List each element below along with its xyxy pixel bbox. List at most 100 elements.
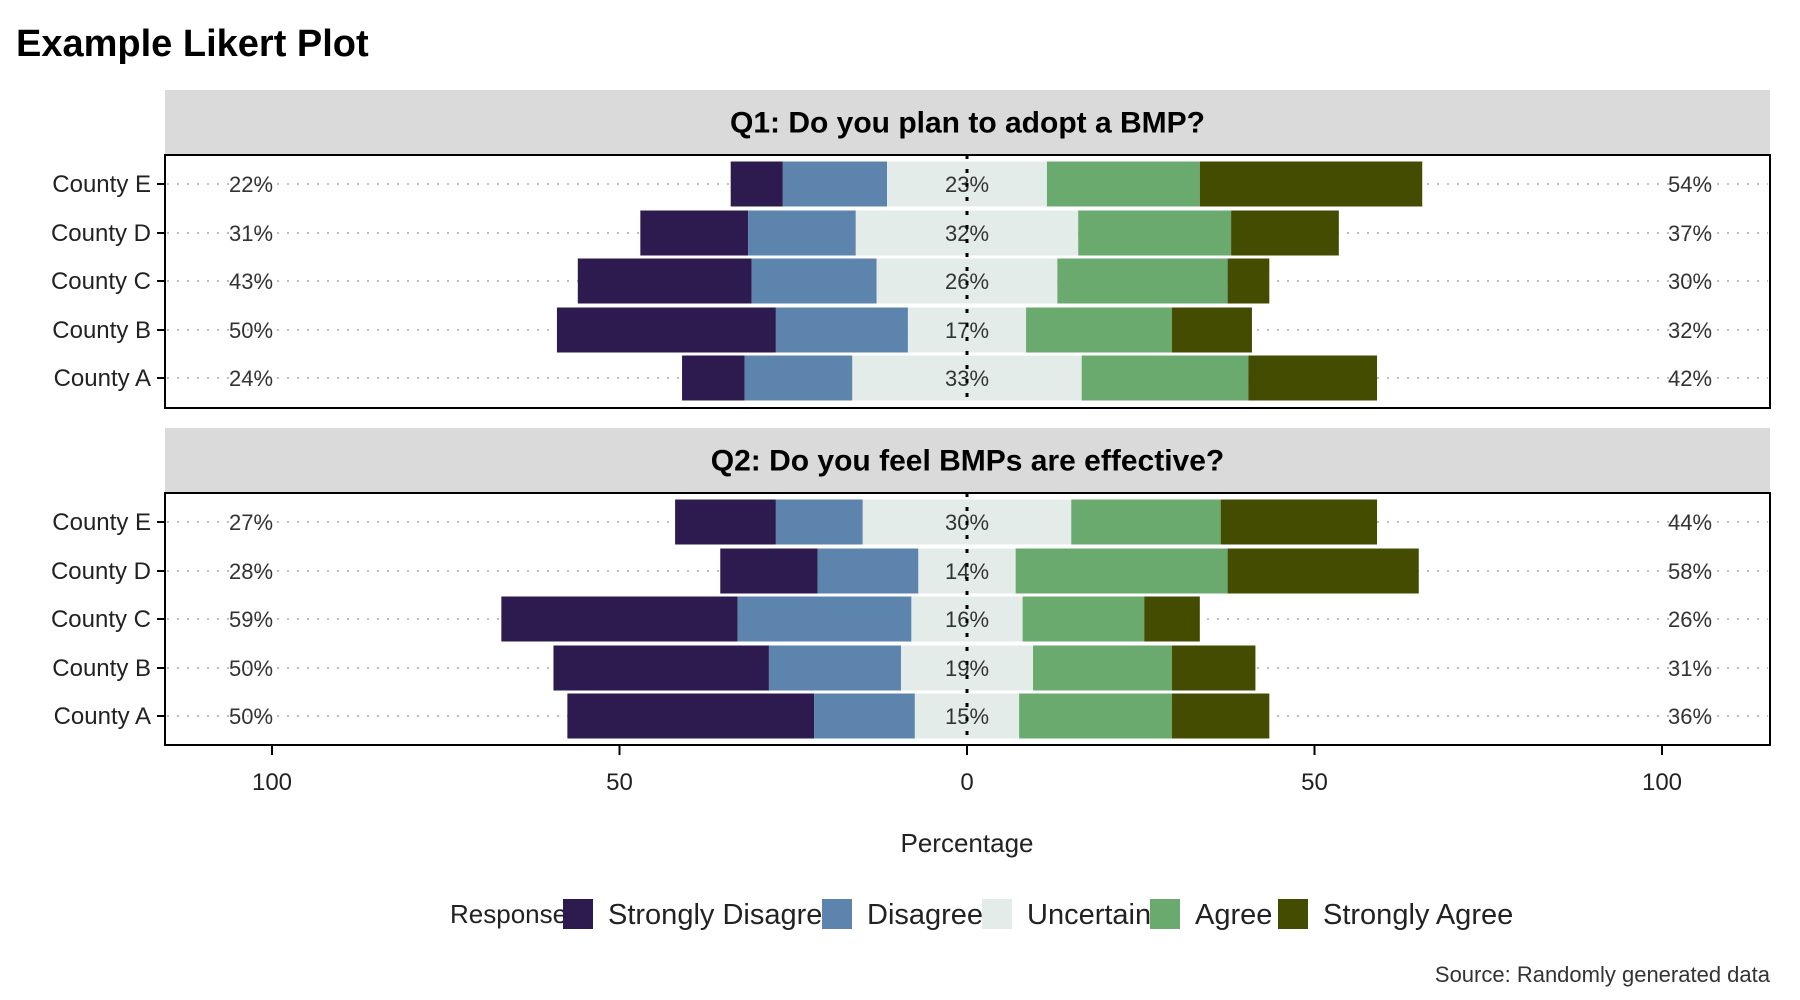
low-percent-label: 59% (229, 607, 273, 632)
likert-row: 28% 14% 58%County D (51, 548, 1768, 594)
bar-uncertain (900, 645, 1034, 691)
bar-strongly-agree (1172, 645, 1256, 691)
panels: Q1: Do you plan to adopt a BMP? 22% 23% 54%… (51, 90, 1771, 746)
chart-caption: Source: Randomly generated data (1435, 962, 1771, 987)
legend-label: Uncertain (1027, 899, 1151, 931)
likert-row: 50% 19% 31%County B (52, 645, 1768, 691)
x-tick-label: 100 (1642, 769, 1682, 796)
legend-swatch (1150, 899, 1180, 929)
legend-label: Agree (1195, 899, 1272, 931)
bar-agree (1057, 258, 1228, 304)
likert-row: 50% 15% 36% County A (54, 693, 1768, 739)
low-percent-label: 50% (229, 704, 273, 729)
low-percent-label: 28% (229, 559, 273, 584)
likert-row: 22% 23% 54%County E (52, 161, 1768, 207)
bar-agree (1022, 596, 1145, 642)
bar-disagree (737, 596, 912, 642)
category-label: County E (52, 509, 151, 536)
high-percent-label: 31% (1668, 656, 1712, 681)
bar-strongly-disagree (675, 499, 776, 545)
x-tick-label: 50 (1301, 769, 1328, 796)
bar-agree (1033, 645, 1173, 691)
bar-strongly-disagree (556, 307, 776, 353)
bar-disagree (768, 645, 901, 691)
bar-strongly-agree (1172, 693, 1270, 739)
panel-strip (165, 428, 1770, 493)
bar-strongly-disagree (577, 258, 752, 304)
panel-1: Q1: Do you plan to adopt a BMP? 22% 23% 54%… (51, 90, 1771, 409)
bar-agree (1015, 548, 1228, 594)
high-percent-label: 30% (1668, 269, 1712, 294)
likert-row: 24% 33% 42% County A (54, 355, 1768, 401)
high-percent-label: 44% (1668, 510, 1712, 535)
x-tick-label: 0 (960, 769, 973, 796)
high-percent-label: 58% (1668, 559, 1712, 584)
low-percent-label: 24% (229, 366, 273, 391)
legend-title: Response (450, 899, 567, 929)
legend-item: Strongly Disagree (563, 899, 839, 931)
bar-strongly-agree (1199, 161, 1423, 207)
high-percent-label: 32% (1668, 318, 1712, 343)
likert-row: 50% 17% 32%County B (52, 307, 1768, 353)
category-label: County B (52, 317, 151, 344)
legend-swatch (1278, 899, 1308, 929)
x-axis-title: Percentage (901, 828, 1034, 858)
low-percent-label: 50% (229, 318, 273, 343)
legend-label: Strongly Agree (1323, 899, 1513, 931)
low-percent-label: 27% (229, 510, 273, 535)
legend-swatch (563, 899, 593, 929)
bar-strongly-disagree (501, 596, 738, 642)
panel-2: Q2: Do you feel BMPs are effective?27% 30… (51, 428, 1771, 746)
bar-agree (1078, 210, 1232, 256)
x-tick-label: 50 (606, 769, 633, 796)
neutral-percent-label: 33% (945, 366, 989, 391)
panel-title: Q1: Do you plan to adopt a BMP? (730, 107, 1205, 140)
category-label: County D (51, 220, 151, 247)
category-label: County E (52, 171, 151, 198)
bar-agree (1019, 693, 1173, 739)
legend-label: Disagree (867, 899, 983, 931)
bar-disagree (744, 355, 853, 401)
legend-label: Strongly Disagree (608, 899, 839, 931)
high-percent-label: 42% (1668, 366, 1712, 391)
legend-item: Strongly Agree (1278, 899, 1513, 931)
category-label: County C (51, 268, 151, 295)
legend-item: Uncertain (982, 899, 1151, 931)
bar-strongly-agree (1220, 499, 1378, 545)
legend-swatch (982, 899, 1012, 929)
bar-strongly-agree (1227, 258, 1270, 304)
panel-title: Q2: Do you feel BMPs are effective? (711, 445, 1225, 478)
bar-strongly-agree (1248, 355, 1378, 401)
bar-strongly-agree (1144, 596, 1200, 642)
bar-uncertain (855, 210, 1079, 256)
bar-strongly-disagree (553, 645, 769, 691)
bar-strongly-disagree (730, 161, 783, 207)
x-axis: 100 50 0 50 100 (252, 745, 1682, 796)
bar-disagree (782, 161, 888, 207)
bar-disagree (775, 307, 908, 353)
legend-item: Agree (1150, 899, 1272, 931)
bar-disagree (748, 210, 856, 256)
bar-strongly-agree (1172, 307, 1252, 353)
bar-strongly-agree (1231, 210, 1339, 256)
high-percent-label: 26% (1668, 607, 1712, 632)
category-label: County A (54, 365, 151, 392)
likert-row: 31% 32% 37%County D (51, 210, 1768, 256)
bar-disagree (814, 693, 915, 739)
category-label: County B (52, 655, 151, 682)
high-percent-label: 37% (1668, 221, 1712, 246)
bar-uncertain (907, 307, 1027, 353)
bar-strongly-agree (1227, 548, 1419, 594)
bar-strongly-disagree (567, 693, 815, 739)
low-percent-label: 43% (229, 269, 273, 294)
category-label: County A (54, 703, 151, 730)
bar-strongly-disagree (640, 210, 749, 256)
category-label: County C (51, 606, 151, 633)
bar-agree (1081, 355, 1249, 401)
bar-disagree (817, 548, 919, 594)
bar-strongly-disagree (720, 548, 818, 594)
category-label: County D (51, 558, 151, 585)
legend-swatch (822, 899, 852, 929)
bar-disagree (775, 499, 863, 545)
legend-item: Disagree (822, 899, 983, 931)
